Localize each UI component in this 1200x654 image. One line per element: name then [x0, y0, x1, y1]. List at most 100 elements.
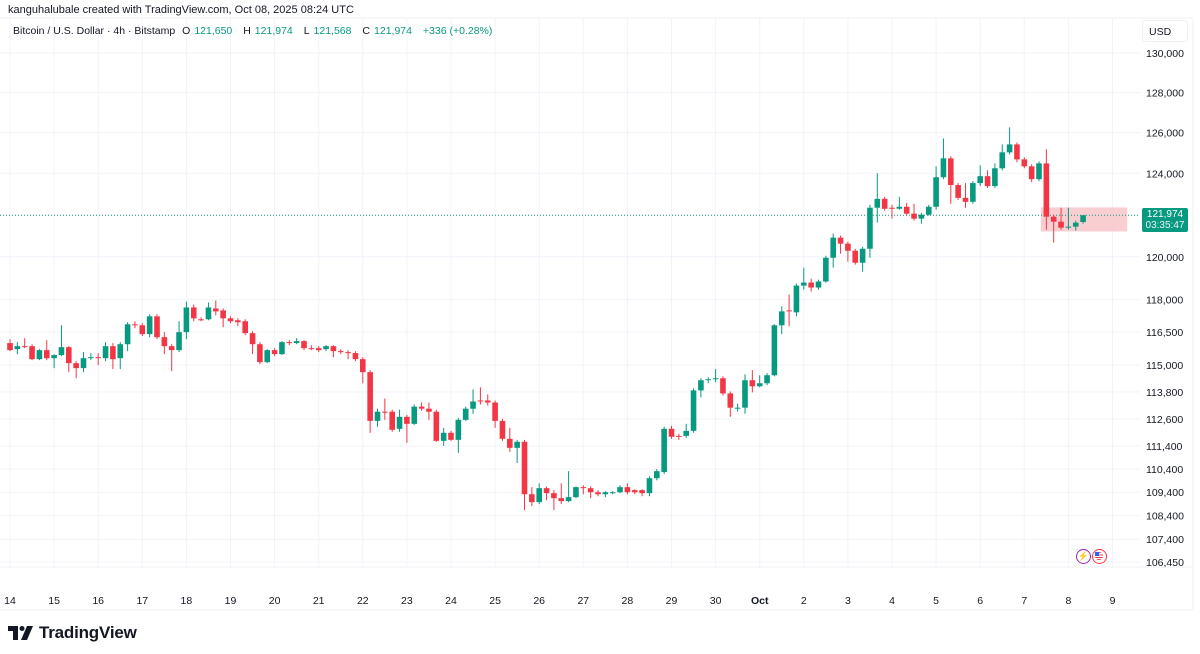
grid-lines [0, 18, 1140, 567]
x-tick-label: 21 [313, 595, 325, 607]
x-tick-label: 18 [181, 595, 193, 607]
candle [146, 314, 153, 338]
candle [977, 165, 983, 187]
candle [1021, 157, 1028, 169]
x-tick-label: 2 [801, 595, 807, 607]
logo-text: TradingView [39, 623, 137, 642]
candle [1050, 214, 1057, 243]
candle-body [609, 492, 616, 494]
candle [360, 357, 366, 384]
last-price-value: 121,974 [1146, 209, 1184, 220]
candle [1065, 207, 1072, 230]
candle [609, 491, 616, 495]
candle-body [257, 344, 263, 363]
candle [595, 490, 601, 497]
chart-credit: kanguhalubale created with TradingView.c… [8, 4, 354, 16]
candle [249, 331, 256, 355]
candle-body [933, 177, 939, 207]
candle-body [514, 441, 520, 448]
candle-body [683, 430, 689, 436]
candle-body [940, 158, 947, 178]
candle-body [14, 346, 21, 350]
candle [426, 402, 432, 420]
candle [183, 301, 190, 340]
candle-body [1028, 166, 1035, 180]
candle-body [558, 498, 565, 502]
price-axis-background [1140, 0, 1200, 610]
candle-body [29, 346, 35, 360]
candle [484, 394, 491, 406]
candle [573, 486, 579, 499]
low-label: L [303, 25, 310, 37]
candle-body [433, 411, 440, 441]
candle-body [852, 250, 859, 263]
candle [881, 196, 888, 211]
candle-body [903, 206, 910, 214]
candle-body [374, 411, 381, 421]
candle [433, 409, 440, 442]
candle-body [749, 380, 756, 387]
candle [646, 476, 653, 497]
candle [448, 430, 454, 441]
candle-body [286, 342, 293, 344]
candle-body [867, 207, 873, 249]
candle [176, 321, 182, 353]
candle-body [139, 325, 146, 335]
candle [764, 373, 770, 386]
x-tick-label: 25 [489, 595, 501, 607]
candle [1058, 207, 1064, 230]
price-axis[interactable]: 130,000 128,000 126,000 124,000 120,000 118,0… [1146, 48, 1184, 569]
candle-body [271, 350, 278, 355]
low-value: L 121,568 [304, 25, 356, 37]
candle-body [484, 400, 491, 403]
y-tick-label: 111,400 [1146, 441, 1183, 453]
candle-body [279, 342, 285, 355]
candle-body [146, 316, 153, 335]
candle [190, 304, 197, 322]
candle-body [1043, 163, 1050, 217]
candle-body [786, 310, 792, 312]
candle [948, 156, 954, 204]
candle-body [51, 355, 57, 359]
candle [139, 323, 146, 337]
candle [940, 138, 947, 180]
candle [95, 353, 101, 366]
low-price: 121,568 [313, 25, 352, 37]
candle [507, 427, 513, 452]
high-price: 121,974 [254, 25, 293, 37]
candle-body [631, 490, 638, 493]
candle-body [948, 158, 954, 186]
candle [749, 370, 756, 393]
x-tick-label: 26 [533, 595, 545, 607]
lightning-icon[interactable]: ⚡ [1076, 549, 1091, 564]
candle [617, 485, 623, 494]
candle [117, 342, 124, 370]
tradingview-logo[interactable]: TradingView [8, 623, 137, 643]
symbol-title[interactable]: Bitcoin / U.S. Dollar · 4h · Bitstamp [13, 25, 176, 37]
candle-body [771, 325, 778, 376]
candle-body [132, 324, 138, 326]
time-axis[interactable]: 14 15 16 17 18 19 20 21 22 23 24 25 26 27 28 29 30 Oct 2 3 4… [4, 595, 1115, 607]
candle-body [896, 206, 903, 209]
candle-body [404, 416, 410, 424]
candle [911, 203, 917, 221]
candle [477, 387, 484, 405]
candle-body [58, 347, 65, 356]
candle [830, 233, 836, 268]
candle [661, 426, 667, 475]
candle [587, 486, 594, 499]
candle-body [874, 198, 881, 208]
candle-body [462, 408, 469, 420]
candle [551, 490, 557, 511]
candle-body [1080, 215, 1086, 223]
candle [1006, 127, 1013, 155]
candle-body [580, 487, 587, 489]
candle [352, 351, 359, 362]
candle-body [859, 248, 866, 263]
candle [499, 418, 506, 441]
us-flag-icon[interactable] [1092, 549, 1107, 564]
currency-button[interactable]: USD [1142, 20, 1188, 42]
x-tick-label: 7 [1021, 595, 1027, 607]
x-tick-label: 5 [933, 595, 939, 607]
